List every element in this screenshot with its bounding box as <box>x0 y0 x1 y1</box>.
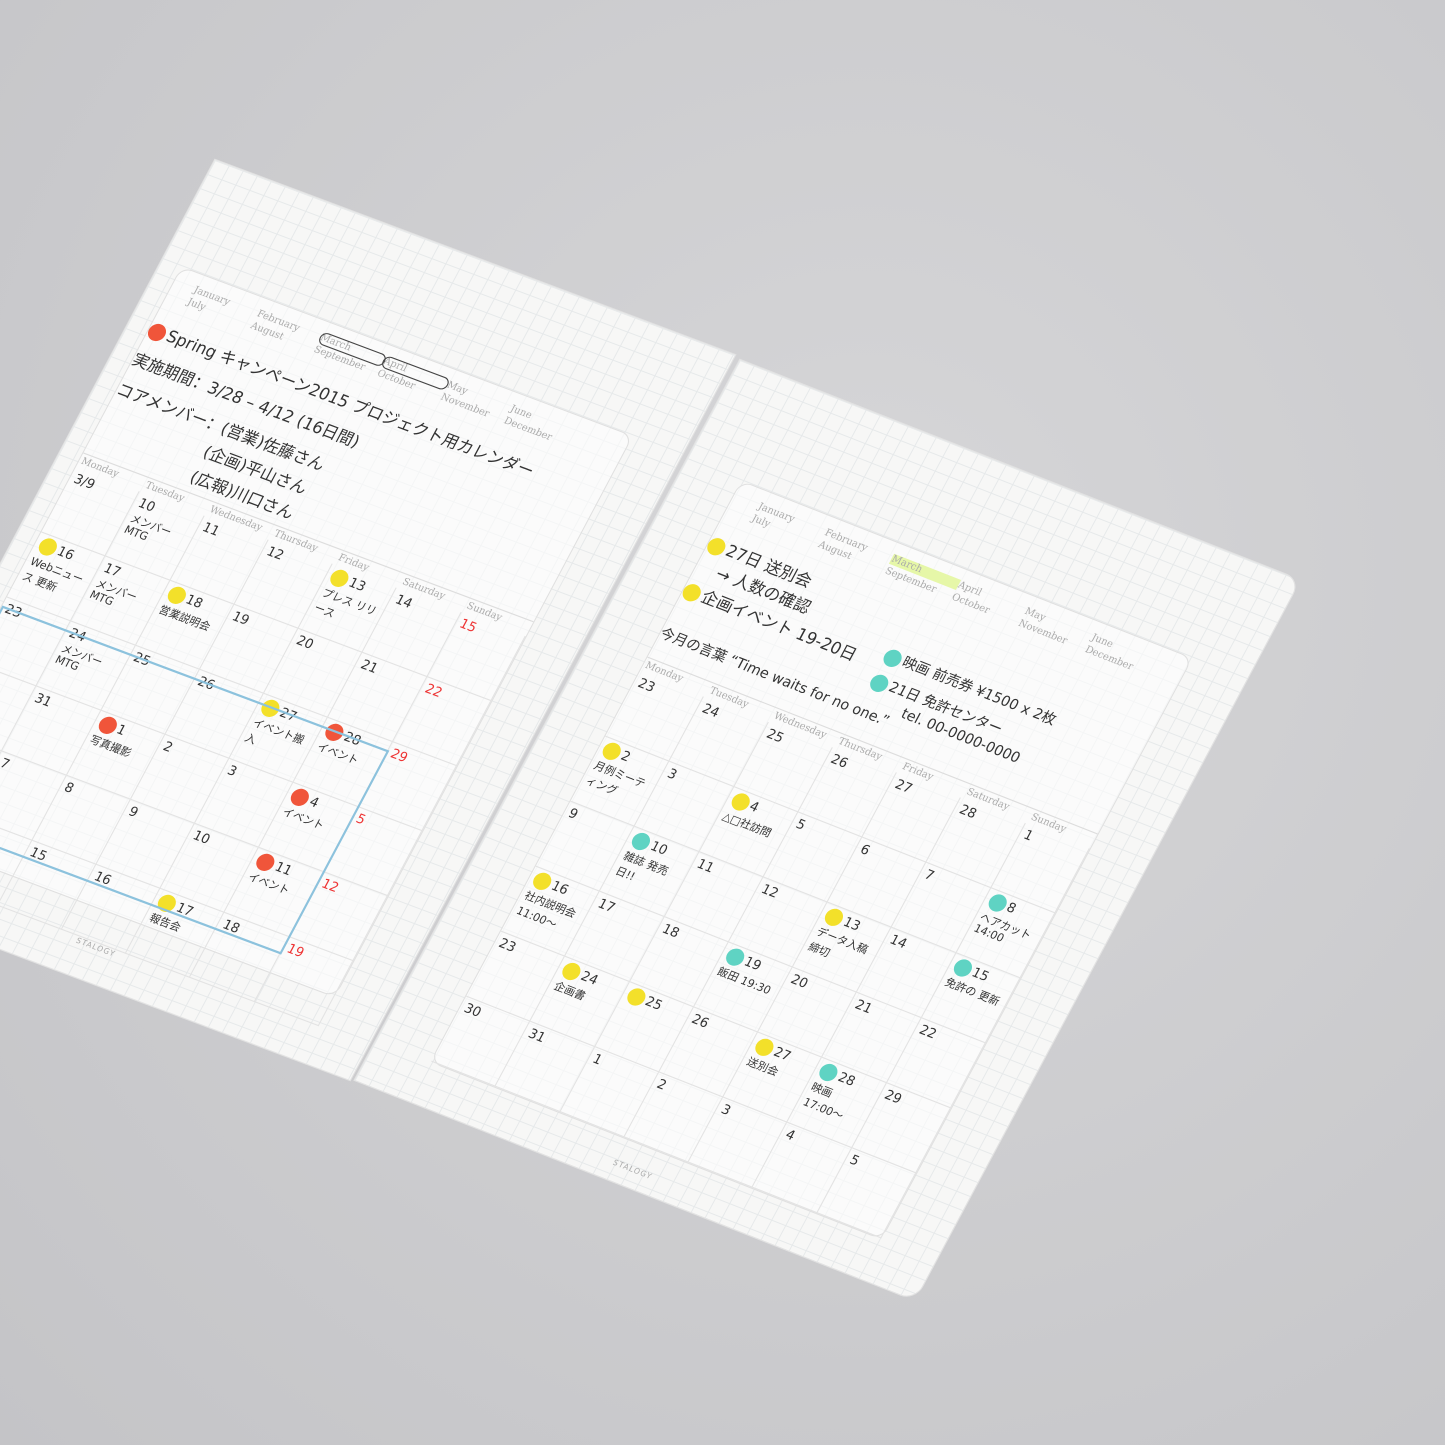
day-number: 18 <box>659 920 683 941</box>
day-number: 23 <box>2 601 25 621</box>
day-number: 26 <box>828 750 851 771</box>
day-number: 31 <box>525 1025 549 1046</box>
day-number: 3 <box>664 765 680 783</box>
day-number: 15 <box>27 844 50 864</box>
day-number: 21 <box>852 996 876 1017</box>
day-number: 17 <box>595 895 619 916</box>
day-number: 4 <box>782 1126 798 1144</box>
day-number: 14 <box>392 591 416 612</box>
day-number: 19 <box>229 608 253 629</box>
day-number: 10 <box>190 827 213 848</box>
day-number: 2 <box>160 738 176 756</box>
day-number: 29 <box>881 1086 905 1107</box>
day-number: 27 <box>892 776 916 797</box>
day-number: 8 <box>61 779 77 797</box>
day-number: 6 <box>857 841 873 859</box>
brand-logo: STALOGY <box>611 1158 654 1182</box>
day-number: 22 <box>916 1021 940 1042</box>
day-number: 31 <box>31 690 55 710</box>
day-number: 21 <box>358 656 381 677</box>
day-number: 25 <box>130 649 154 669</box>
day-number: 7 <box>921 866 938 884</box>
day-number: 3/9 <box>71 471 98 493</box>
day-number: 2 <box>654 1075 670 1093</box>
day-number: 1 <box>1020 826 1037 844</box>
day-number: 25 <box>763 725 787 746</box>
day-number: 22 <box>422 680 446 701</box>
day-number: 5 <box>847 1151 863 1169</box>
day-number: 11 <box>694 855 718 876</box>
day-number: 5 <box>353 810 369 828</box>
day-number: 25 <box>642 993 666 1014</box>
day-number: 29 <box>387 745 411 766</box>
day-number: 3 <box>718 1101 734 1119</box>
day-number: 20 <box>293 632 317 653</box>
day-number: 7 <box>0 755 13 772</box>
day-number: 16 <box>91 868 115 889</box>
day-number: 26 <box>689 1010 712 1031</box>
day-number: 3 <box>224 762 240 780</box>
day-number: 9 <box>565 805 581 823</box>
day-number: 23 <box>496 935 519 956</box>
day-number: 1 <box>589 1050 606 1068</box>
day-number: 30 <box>461 1000 485 1021</box>
day-number: 12 <box>758 880 782 901</box>
day-number: 15 <box>456 615 480 636</box>
day-number: 19 <box>284 940 308 961</box>
day-number: 11 <box>199 519 223 539</box>
day-number: 9 <box>125 803 142 821</box>
day-number: 24 <box>699 700 723 721</box>
day-number: 5 <box>793 815 809 833</box>
day-number: 12 <box>264 543 287 564</box>
day-number: 23 <box>635 675 659 696</box>
day-number: 28 <box>835 1069 859 1090</box>
day-number: 14 <box>887 931 910 952</box>
day-number: 18 <box>220 916 243 937</box>
day-number: 26 <box>195 673 218 694</box>
day-number: 12 <box>318 875 342 896</box>
day-number: 20 <box>788 971 811 992</box>
day-number: 28 <box>956 801 980 822</box>
